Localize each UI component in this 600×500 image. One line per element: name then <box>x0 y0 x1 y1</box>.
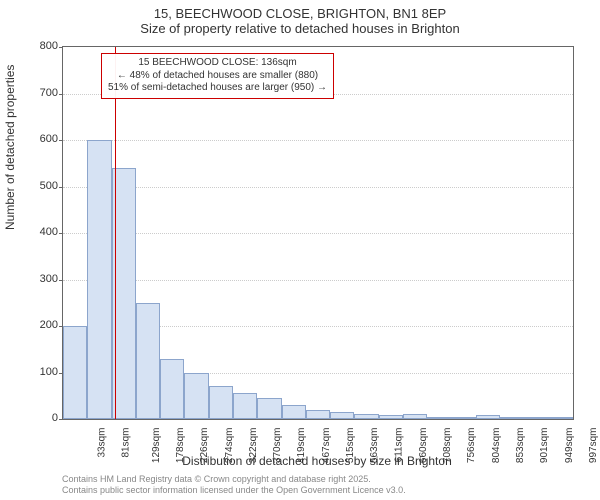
x-tick-label: 756sqm <box>467 428 478 464</box>
attribution-line1: Contains HM Land Registry data © Crown c… <box>62 474 406 485</box>
attribution: Contains HM Land Registry data © Crown c… <box>62 474 406 496</box>
histogram-bar <box>524 417 548 419</box>
title-line1: 15, BEECHWOOD CLOSE, BRIGHTON, BN1 8EP <box>0 0 600 21</box>
annotation-line1: 15 BEECHWOOD CLOSE: 136sqm <box>108 57 327 70</box>
annotation-box: 15 BEECHWOOD CLOSE: 136sqm ← 48% of deta… <box>101 53 334 99</box>
x-tick-label: 515sqm <box>345 428 356 464</box>
x-tick-label: 804sqm <box>491 428 502 464</box>
x-tick-label: 853sqm <box>515 428 526 464</box>
histogram-bar <box>209 386 233 419</box>
histogram-bar <box>257 398 281 419</box>
histogram-bar <box>354 414 378 419</box>
y-tick-mark <box>59 419 63 420</box>
x-tick-label: 274sqm <box>224 428 235 464</box>
chart-container: 15, BEECHWOOD CLOSE, BRIGHTON, BN1 8EP S… <box>0 0 600 500</box>
histogram-bar <box>306 410 330 419</box>
y-tick-label: 500 <box>24 180 58 192</box>
x-tick-label: 660sqm <box>418 428 429 464</box>
grid-line <box>63 140 573 141</box>
histogram-bar <box>452 417 476 419</box>
grid-line <box>63 187 573 188</box>
x-tick-label: 563sqm <box>369 428 380 464</box>
histogram-bar <box>500 417 524 419</box>
annotation-line2: ← 48% of detached houses are smaller (88… <box>108 70 327 83</box>
histogram-bar <box>427 417 451 419</box>
x-tick-label: 997sqm <box>588 428 599 464</box>
histogram-bar <box>184 373 208 420</box>
grid-line <box>63 233 573 234</box>
x-tick-label: 178sqm <box>175 428 186 464</box>
x-tick-label: 33sqm <box>97 428 108 458</box>
histogram-bar <box>379 415 403 419</box>
y-tick-label: 0 <box>24 412 58 424</box>
x-tick-label: 226sqm <box>199 428 210 464</box>
x-tick-label: 611sqm <box>393 428 404 463</box>
x-tick-label: 129sqm <box>151 428 162 464</box>
y-tick-mark <box>59 94 63 95</box>
annotation-line3: 51% of semi-detached houses are larger (… <box>108 82 327 95</box>
y-tick-mark <box>59 187 63 188</box>
y-tick-label: 400 <box>24 226 58 238</box>
x-tick-label: 81sqm <box>121 428 132 458</box>
histogram-bar <box>476 415 500 419</box>
histogram-bar <box>330 412 354 419</box>
histogram-bar <box>549 417 573 419</box>
histogram-bar <box>160 359 184 419</box>
y-tick-label: 100 <box>24 366 58 378</box>
histogram-bar <box>63 326 87 419</box>
histogram-bar <box>233 393 257 419</box>
x-tick-label: 949sqm <box>564 428 575 464</box>
x-tick-label: 708sqm <box>442 428 453 464</box>
histogram-bar <box>136 303 160 419</box>
y-tick-label: 300 <box>24 273 58 285</box>
y-tick-label: 200 <box>24 319 58 331</box>
histogram-bar <box>282 405 306 419</box>
reference-line <box>115 47 116 419</box>
y-tick-label: 800 <box>24 40 58 52</box>
x-tick-label: 370sqm <box>272 428 283 464</box>
y-tick-mark <box>59 140 63 141</box>
y-tick-mark <box>59 280 63 281</box>
y-tick-mark <box>59 233 63 234</box>
histogram-bar <box>403 414 427 419</box>
y-tick-label: 600 <box>24 133 58 145</box>
grid-line <box>63 280 573 281</box>
y-tick-mark <box>59 47 63 48</box>
plot-area: 15 BEECHWOOD CLOSE: 136sqm ← 48% of deta… <box>62 46 574 420</box>
y-tick-label: 700 <box>24 87 58 99</box>
title-line2: Size of property relative to detached ho… <box>0 21 600 36</box>
y-axis-label: Number of detached properties <box>3 65 17 230</box>
x-tick-label: 901sqm <box>539 428 550 464</box>
x-tick-label: 419sqm <box>297 428 308 464</box>
x-tick-label: 467sqm <box>321 428 332 464</box>
attribution-line2: Contains public sector information licen… <box>62 485 406 496</box>
histogram-bar <box>87 140 111 419</box>
x-tick-label: 322sqm <box>248 428 259 464</box>
